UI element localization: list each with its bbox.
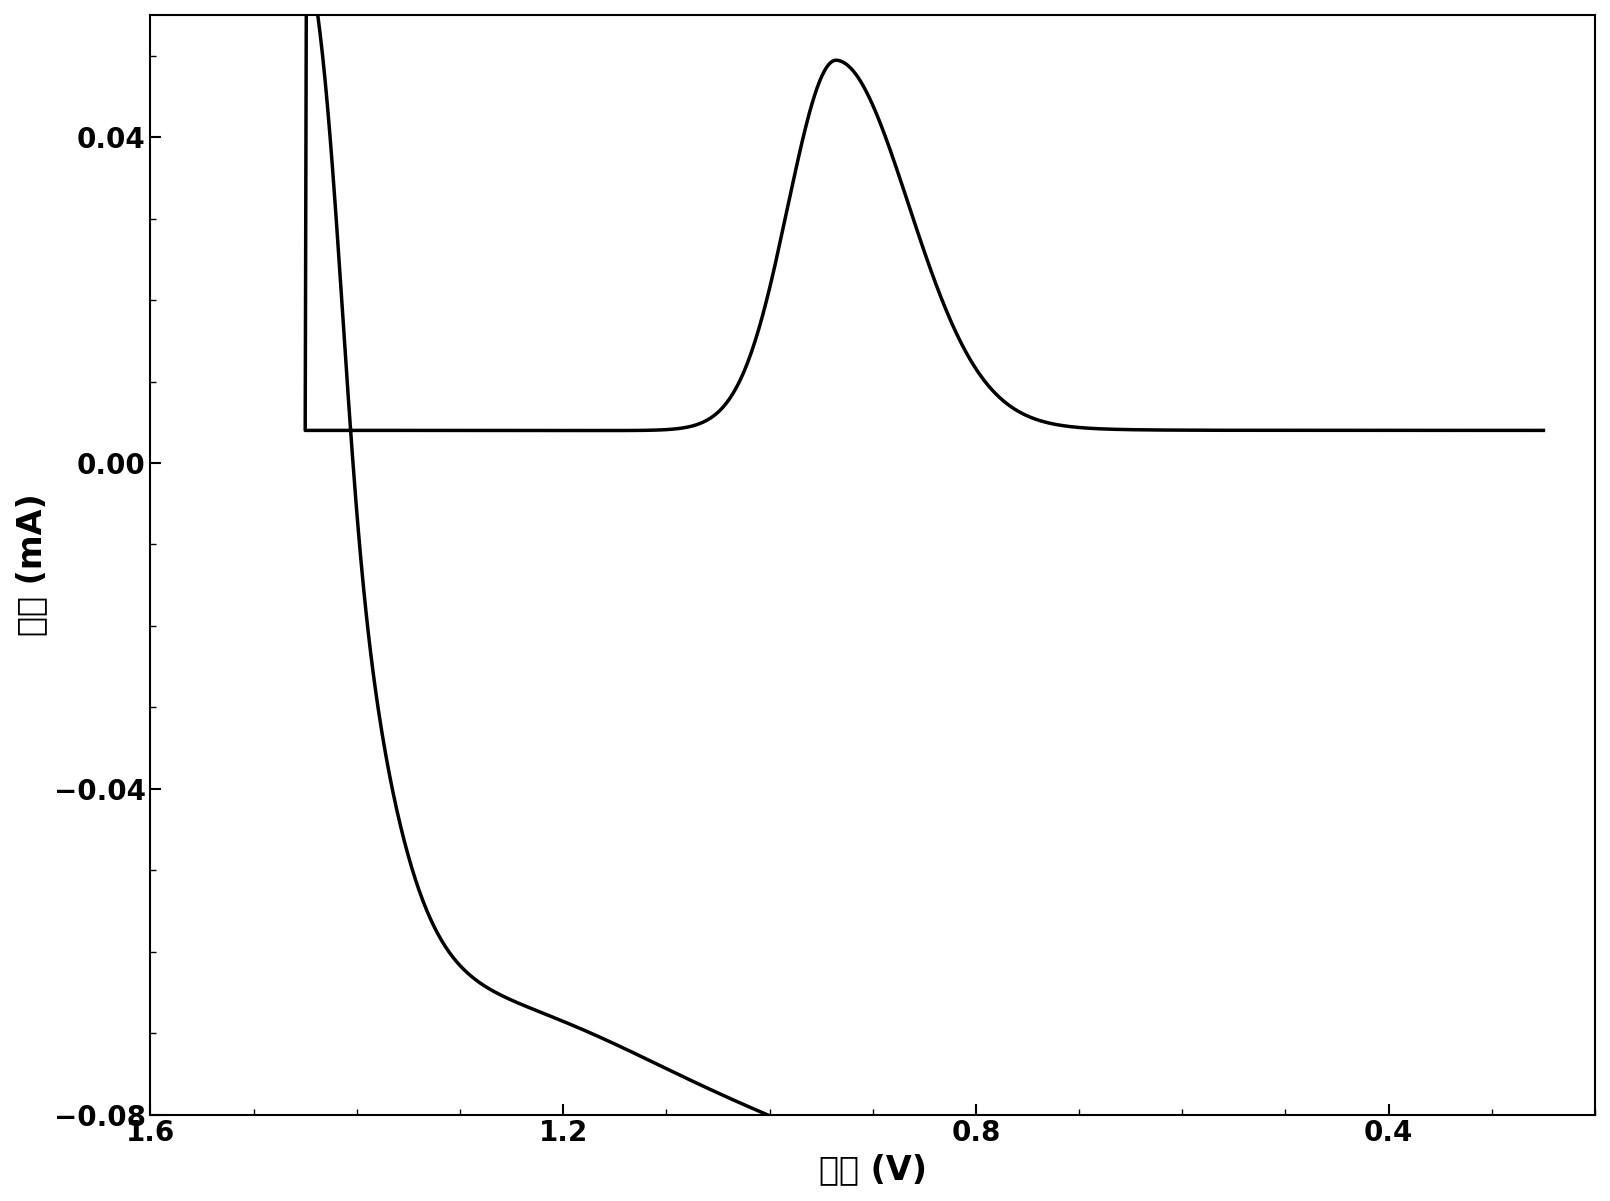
Y-axis label: 电流 (mA): 电流 (mA) — [14, 494, 48, 637]
X-axis label: 电位 (V): 电位 (V) — [819, 1153, 927, 1187]
